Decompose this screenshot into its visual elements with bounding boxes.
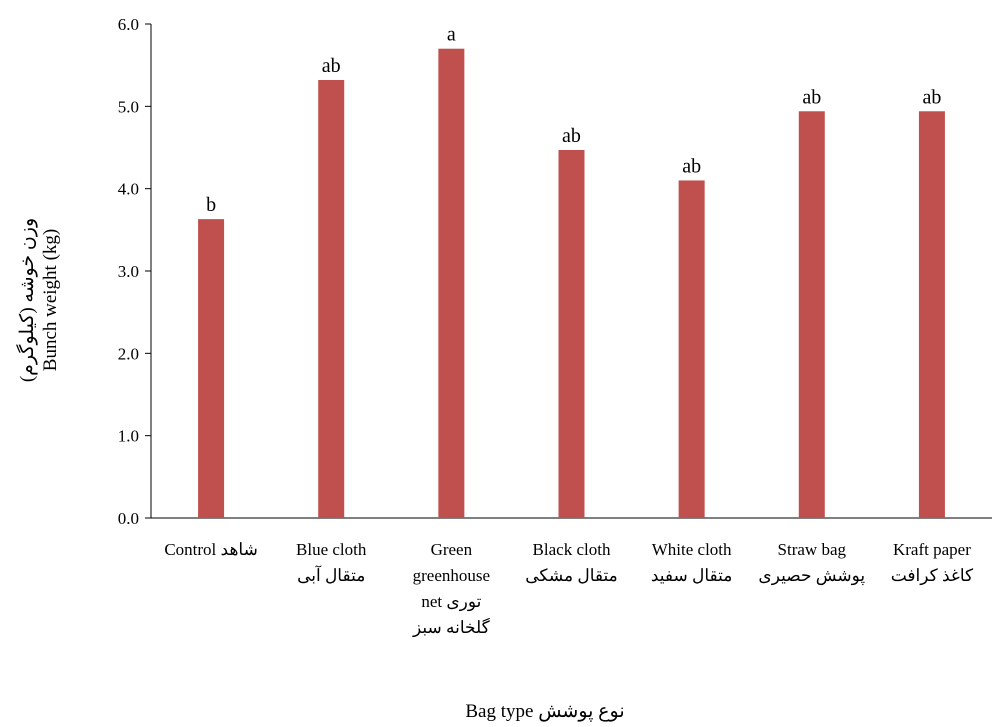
category-label: متقال مشکی bbox=[525, 566, 617, 585]
y-tick-label: 2.0 bbox=[118, 344, 139, 363]
significance-letter: b bbox=[206, 194, 216, 216]
y-tick-label: 6.0 bbox=[118, 15, 139, 34]
y-tick-label: 5.0 bbox=[118, 97, 139, 116]
bars bbox=[198, 48, 945, 519]
bar bbox=[318, 79, 345, 518]
significance-letter: ab bbox=[682, 155, 701, 177]
category-label: Straw bag bbox=[778, 540, 847, 559]
y-axis: 0.0 1.0 2.0 3.0 4.0 5.0 6.0 bbox=[118, 15, 152, 528]
significance-letters: b ab a ab ab ab ab bbox=[206, 24, 941, 216]
category-label: Green bbox=[431, 540, 473, 559]
significance-letter: ab bbox=[562, 125, 581, 147]
bar bbox=[198, 219, 225, 518]
category-label: کاغذ کرافت bbox=[891, 566, 974, 586]
y-axis-title-persian: وزن خوشه (کیلوگرم) bbox=[15, 218, 38, 382]
x-axis-title: Bag type نوع پوشش bbox=[465, 701, 624, 722]
category-label: پوشش حصیری bbox=[758, 566, 865, 586]
category-label: Kraft paper bbox=[893, 540, 971, 559]
category-labels: Control شاهد Blue cloth متقال آبی Green gree… bbox=[164, 540, 974, 638]
y-tick-label: 4.0 bbox=[118, 180, 139, 199]
bar bbox=[558, 149, 585, 518]
category-label: متقال سفید bbox=[651, 566, 733, 585]
significance-letter: ab bbox=[802, 86, 821, 108]
bar bbox=[918, 111, 945, 519]
bar bbox=[438, 48, 465, 518]
category-label: greenhouse bbox=[413, 566, 490, 585]
y-tick-label: 0.0 bbox=[118, 509, 139, 528]
category-label: Control شاهد bbox=[164, 540, 258, 559]
category-label: net توری bbox=[421, 592, 481, 612]
y-axis-title: Bunch weight (kg) bbox=[40, 229, 61, 371]
y-tick-label: 1.0 bbox=[118, 427, 139, 446]
bar bbox=[678, 180, 705, 518]
significance-letter: a bbox=[447, 24, 456, 46]
category-label: متقال آبی bbox=[297, 564, 365, 585]
y-tick-label: 3.0 bbox=[118, 262, 139, 281]
significance-letter: ab bbox=[922, 86, 941, 108]
category-label: White cloth bbox=[652, 540, 732, 559]
category-label: Blue cloth bbox=[296, 540, 367, 559]
significance-letter: ab bbox=[322, 55, 341, 77]
category-label: Black cloth bbox=[533, 540, 611, 559]
category-label: گلخانه سبز bbox=[412, 617, 491, 638]
bar bbox=[798, 111, 825, 519]
